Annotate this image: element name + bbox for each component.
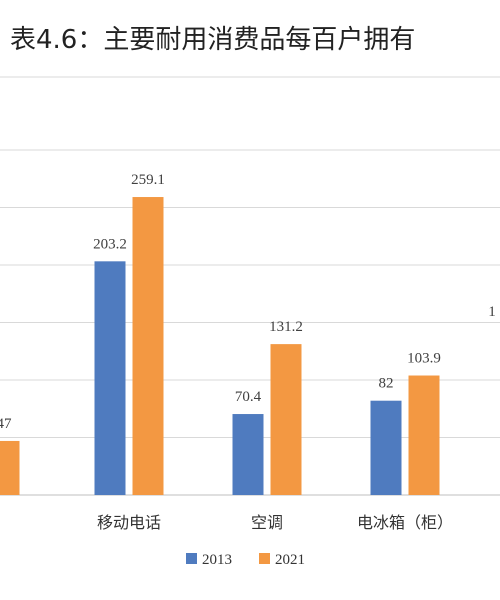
legend: 2013 2021 bbox=[186, 552, 305, 568]
bar-2021-4 bbox=[408, 375, 440, 495]
bar-2013-3 bbox=[232, 414, 264, 495]
data-labels: 47 203.2 259.1 70.4 131.2 82 103.9 1 bbox=[0, 172, 496, 432]
data-label-2013-4: 82 bbox=[379, 376, 394, 392]
category-label-4: 电冰箱（柜） bbox=[357, 513, 453, 532]
category-labels: 机移动电话空调电冰箱（柜）彩 bbox=[97, 513, 453, 532]
bar-2021-3 bbox=[270, 344, 302, 495]
legend-label-2021: 2021 bbox=[275, 552, 305, 568]
data-label-2021-5: 1 bbox=[488, 304, 496, 320]
data-label-2021-1: 47 bbox=[0, 416, 12, 432]
category-label-3: 空调 bbox=[251, 513, 283, 532]
category-label-2: 移动电话 bbox=[97, 513, 161, 532]
data-label-2021-3: 131.2 bbox=[269, 319, 303, 335]
chart-title: 表4.6：主要耐用消费品每百户拥有 bbox=[10, 25, 415, 55]
bar-2021-1 bbox=[0, 440, 20, 495]
data-label-2013-3: 70.4 bbox=[235, 389, 262, 405]
data-label-2021-4: 103.9 bbox=[407, 351, 441, 367]
data-label-2021-2: 259.1 bbox=[131, 172, 165, 188]
bars bbox=[0, 197, 440, 495]
data-label-2013-2: 203.2 bbox=[93, 236, 127, 252]
legend-label-2013: 2013 bbox=[202, 552, 232, 568]
bar-2013-2 bbox=[94, 261, 126, 495]
legend-swatch-2013 bbox=[186, 553, 197, 564]
legend-swatch-2021 bbox=[259, 553, 270, 564]
bar-2013-4 bbox=[370, 400, 402, 495]
bar-2021-2 bbox=[132, 197, 164, 495]
